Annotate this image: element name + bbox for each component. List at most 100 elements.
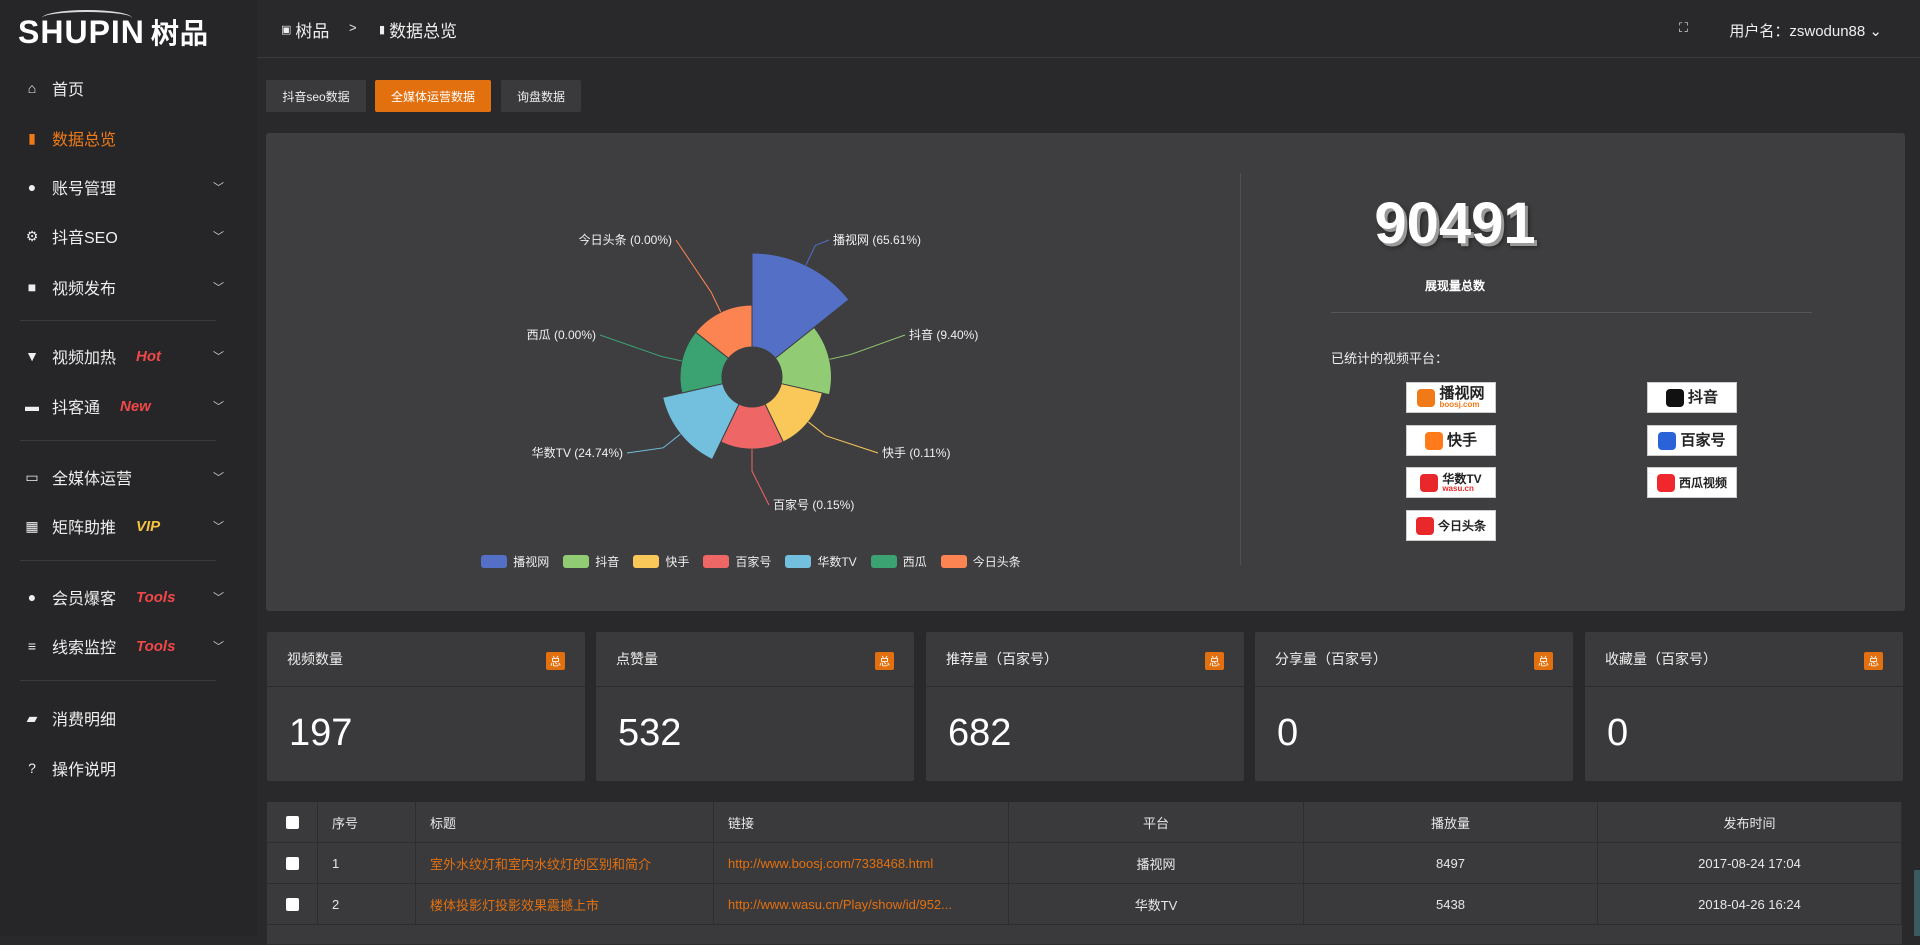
row-checkbox[interactable] bbox=[285, 897, 299, 911]
table-row: 1 室外水纹灯和室内水纹灯的区别和简介 http://www.boosj.com/7… bbox=[267, 843, 1902, 884]
chevron-down-icon: ﹀ bbox=[213, 282, 224, 294]
sidebar-item-8[interactable]: ▦ 矩阵助推 VIP ﹀ bbox=[0, 506, 257, 546]
sidebar-item-10[interactable]: ≡ 线索监控 Tools ﹀ bbox=[0, 626, 257, 666]
brand-logo[interactable]: SHUPIN 树品 bbox=[18, 10, 209, 52]
platform-logo: 百家号 bbox=[1647, 425, 1737, 456]
column-header[interactable]: 平台 bbox=[1009, 802, 1304, 842]
rose-pie-chart: 播视网 (65.61%) 抖音 (9.40%) 快手 (0.11%) 百家号 (0.1… bbox=[527, 232, 979, 512]
chevron-down-icon: ⌄ bbox=[1869, 23, 1882, 40]
stat-badge: 总 bbox=[1205, 652, 1224, 670]
divider bbox=[1331, 312, 1812, 313]
pie-slice-6[interactable] bbox=[695, 304, 753, 359]
stat-label: 视频数量 bbox=[267, 632, 585, 687]
row-platform: 播视网 bbox=[1009, 843, 1304, 883]
flag-icon: ▼ bbox=[25, 348, 39, 364]
label-leader-line bbox=[626, 433, 681, 454]
legend-label: 今日头条 bbox=[972, 555, 1021, 569]
row-url-link[interactable]: http://www.wasu.cn/Play/show/id/952... bbox=[714, 884, 1009, 924]
scrollbar[interactable] bbox=[1914, 870, 1920, 936]
legend-swatch bbox=[940, 555, 967, 568]
select-all-checkbox[interactable] bbox=[285, 815, 299, 829]
platform-logo-icon bbox=[1424, 431, 1443, 450]
sidebar-item-4[interactable]: ■ 视频发布 ﹀ bbox=[0, 267, 257, 307]
legend-item[interactable]: 今日头条 bbox=[940, 553, 1021, 570]
pie-slice-4[interactable] bbox=[662, 383, 740, 461]
column-header[interactable]: 标题 bbox=[416, 802, 714, 842]
sidebar-item-tag: Tools bbox=[136, 637, 176, 655]
sidebar-item-11[interactable]: ▰ 消费明细 bbox=[0, 698, 257, 738]
fullscreen-icon[interactable]: ⛶ bbox=[1678, 20, 1688, 35]
platform-logo: 抖音 bbox=[1647, 382, 1737, 413]
sidebar-item-label: 全媒体运营 bbox=[52, 471, 133, 488]
legend-label: 播视网 bbox=[513, 555, 550, 569]
stat-badge: 总 bbox=[875, 652, 894, 670]
sidebar-item-2[interactable]: ● 账号管理 ﹀ bbox=[0, 167, 257, 207]
user-icon: ● bbox=[27, 589, 37, 605]
label-leader-line bbox=[599, 334, 682, 362]
chart-legend: 播视网 抖音 快手 百家号 华数TV 西瓜 今日头条 bbox=[266, 553, 1236, 570]
row-checkbox[interactable] bbox=[285, 856, 299, 870]
panel-divider bbox=[1240, 173, 1241, 565]
row-plays: 5438 bbox=[1304, 884, 1598, 924]
sidebar-item-1[interactable]: ▮ 数据总览 bbox=[0, 118, 257, 158]
pie-slice-1[interactable] bbox=[774, 326, 832, 396]
bar-chart-icon: ▮ bbox=[28, 129, 36, 146]
platform-logo-icon bbox=[1665, 388, 1684, 407]
video-table: 序号 标题 链接 平台 播放量 发布时间 1 室外水纹灯和室内水纹灯的区别和简介 http://… bbox=[267, 802, 1902, 945]
stat-card: 视频数量总 197 bbox=[267, 632, 585, 781]
sidebar-item-3[interactable]: ⚙ 抖音SEO ﹀ bbox=[0, 216, 257, 256]
sidebar-item-12[interactable]: ? 操作说明 bbox=[0, 748, 257, 788]
platform-name: 快手 bbox=[1446, 432, 1477, 449]
platform-logo: 今日头条 bbox=[1406, 510, 1496, 541]
pie-slice-2[interactable] bbox=[764, 383, 823, 443]
legend-item[interactable]: 西瓜 bbox=[870, 553, 927, 570]
sidebar-item-7[interactable]: ▭ 全媒体运营 ﹀ bbox=[0, 457, 257, 497]
platform-name: 百家号 bbox=[1680, 432, 1726, 449]
table-row: 2 楼体投影灯投影效果震撼上市 http://www.wasu.cn/Play/sh… bbox=[267, 884, 1902, 925]
sidebar-item-9[interactable]: ● 会员爆客 Tools ﹀ bbox=[0, 577, 257, 617]
stat-label: 点赞量 bbox=[596, 632, 914, 687]
tab-all-media[interactable]: 全媒体运营数据 bbox=[375, 80, 491, 112]
row-title-link[interactable]: 室外水纹灯和室内水纹灯的区别和简介 bbox=[416, 843, 714, 883]
stat-badge: 总 bbox=[1864, 652, 1883, 670]
pie-slice-0[interactable] bbox=[751, 252, 850, 359]
stat-value: 532 bbox=[618, 712, 682, 754]
stat-label: 收藏量（百家号） bbox=[1585, 632, 1903, 687]
pie-slice-5[interactable] bbox=[679, 331, 730, 394]
legend-item[interactable]: 百家号 bbox=[703, 553, 771, 570]
user-menu[interactable]: 用户名：zswodun88 ⌄ bbox=[1729, 23, 1882, 40]
stat-badge: 总 bbox=[546, 652, 565, 670]
stat-value: 0 bbox=[1277, 712, 1299, 754]
legend-item[interactable]: 华数TV bbox=[785, 553, 857, 570]
breadcrumb-item-home[interactable]: ▣ 树品 bbox=[281, 22, 330, 41]
user-icon: ● bbox=[27, 179, 37, 195]
column-header[interactable]: 发布时间 bbox=[1598, 802, 1902, 842]
legend-swatch bbox=[633, 555, 660, 568]
home-icon: ⌂ bbox=[27, 80, 37, 96]
pie-label: 今日头条 (0.00%) bbox=[579, 232, 672, 247]
platforms-label: 已统计的视频平台： bbox=[1331, 351, 1449, 366]
legend-item[interactable]: 播视网 bbox=[481, 553, 549, 570]
sidebar: SHUPIN 树品 ⌂ 首页 ▮ 数据总览 ● 账号管理 ﹀ ⚙ 抖音SEO ﹀ ■ 视频发布 ﹀ ▼ 视频加… bbox=[0, 0, 257, 936]
tab-douyin-seo[interactable]: 抖音seo数据 bbox=[266, 80, 366, 112]
sidebar-item-0[interactable]: ⌂ 首页 bbox=[0, 68, 257, 108]
column-header[interactable]: 播放量 bbox=[1304, 802, 1598, 842]
column-header[interactable]: 序号 bbox=[318, 802, 416, 842]
legend-label: 华数TV bbox=[817, 555, 857, 569]
pie-label: 快手 (0.11%) bbox=[882, 446, 950, 460]
platform-logo: 快手 bbox=[1406, 425, 1496, 456]
row-url-link[interactable]: http://www.boosj.com/7338468.html bbox=[714, 843, 1009, 883]
column-header[interactable]: 链接 bbox=[714, 802, 1009, 842]
legend-item[interactable]: 抖音 bbox=[563, 553, 619, 570]
sidebar-item-label: 会员爆客 bbox=[52, 591, 117, 608]
pie-slice-3[interactable] bbox=[720, 403, 784, 450]
sidebar-item-5[interactable]: ▼ 视频加热 Hot ﹀ bbox=[0, 336, 257, 376]
sidebar-item-6[interactable]: ▬ 抖客通 New ﹀ bbox=[0, 386, 257, 426]
platform-logo-icon bbox=[1658, 431, 1677, 450]
sidebar-item-tag: VIP bbox=[136, 517, 161, 535]
platform-name: 今日头条 bbox=[1437, 518, 1486, 533]
label-leader-line bbox=[751, 449, 770, 506]
row-title-link[interactable]: 楼体投影灯投影效果震撼上市 bbox=[416, 884, 714, 924]
tab-inquiry[interactable]: 询盘数据 bbox=[501, 80, 581, 112]
legend-item[interactable]: 快手 bbox=[633, 553, 689, 570]
